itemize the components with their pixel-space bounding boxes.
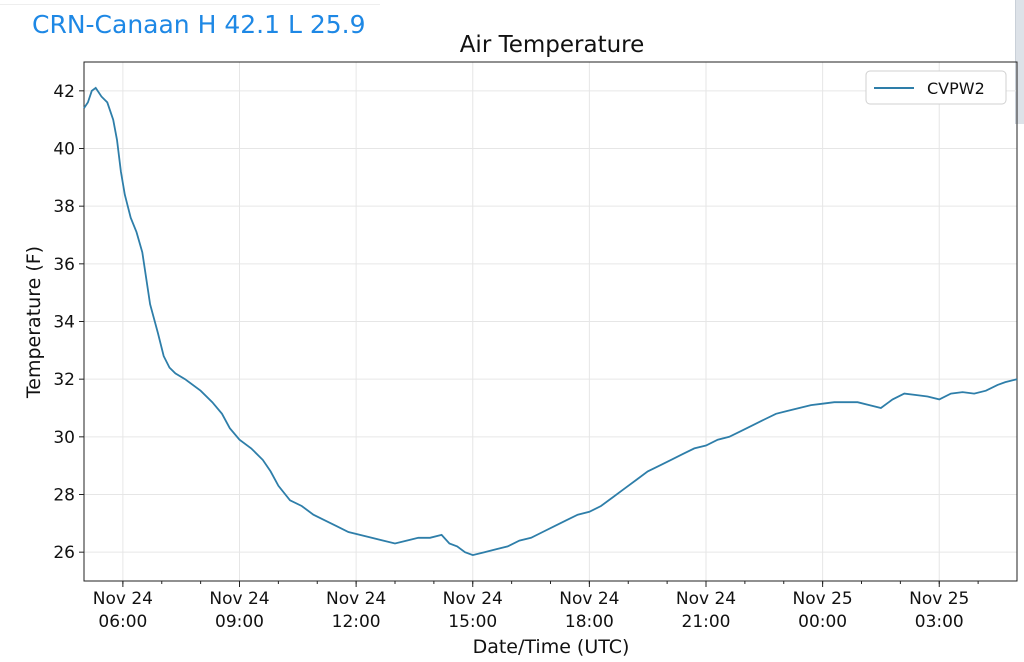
y-tick-label: 28: [53, 486, 75, 506]
y-axis-label: Temperature (F): [23, 246, 45, 399]
x-tick-label-date: Nov 24: [443, 589, 503, 609]
y-tick-label: 42: [53, 82, 75, 102]
x-tick-label-time: 12:00: [332, 612, 381, 632]
y-tick-label: 32: [53, 370, 75, 390]
x-tick-label-date: Nov 24: [676, 589, 736, 609]
legend-label-cvpw2: CVPW2: [927, 79, 985, 98]
x-tick-label-date: Nov 24: [326, 589, 386, 609]
x-tick-label-date: Nov 24: [93, 589, 153, 609]
legend-box: [865, 70, 1007, 105]
y-tick-label: 40: [53, 140, 75, 160]
y-tick-label: 34: [53, 313, 75, 333]
x-tick-label-date: Nov 24: [209, 589, 269, 609]
y-tick-label: 26: [53, 543, 75, 563]
x-tick-label-time: 18:00: [565, 612, 614, 632]
y-tick-label: 30: [53, 428, 75, 448]
x-tick-label-time: 00:00: [798, 612, 847, 632]
y-tick-label: 38: [53, 197, 75, 217]
chart-legend: CVPW2: [865, 70, 1007, 105]
header-divider: [0, 4, 380, 5]
x-tick-label-time: 21:00: [682, 612, 731, 632]
x-tick-label-time: 15:00: [448, 612, 497, 632]
x-axis-label: Date/Time (UTC): [473, 636, 630, 658]
chart-grid: [84, 62, 1017, 581]
x-tick-label-time: 06:00: [98, 612, 147, 632]
x-axis: Nov 24 06:00 Nov 24 09:00 Nov 24 12:00 Nov 24 1…: [93, 581, 979, 632]
x-tick-label-time: 09:00: [215, 612, 264, 632]
series-line-cvpw2: [83, 86, 1018, 557]
x-tick-label-date: Nov 25: [909, 589, 969, 609]
y-tick-label: 36: [53, 255, 75, 275]
chart-title: Air Temperature: [460, 32, 645, 58]
x-tick-label-date: Nov 24: [559, 589, 619, 609]
station-title: CRN-Canaan H 42.1 L 25.9: [32, 10, 366, 39]
x-tick-label-date: Nov 25: [793, 589, 853, 609]
x-tick-label-time: 03:00: [915, 612, 964, 632]
y-axis: 26 28 30 32 34 36 38 40 42: [53, 82, 84, 563]
